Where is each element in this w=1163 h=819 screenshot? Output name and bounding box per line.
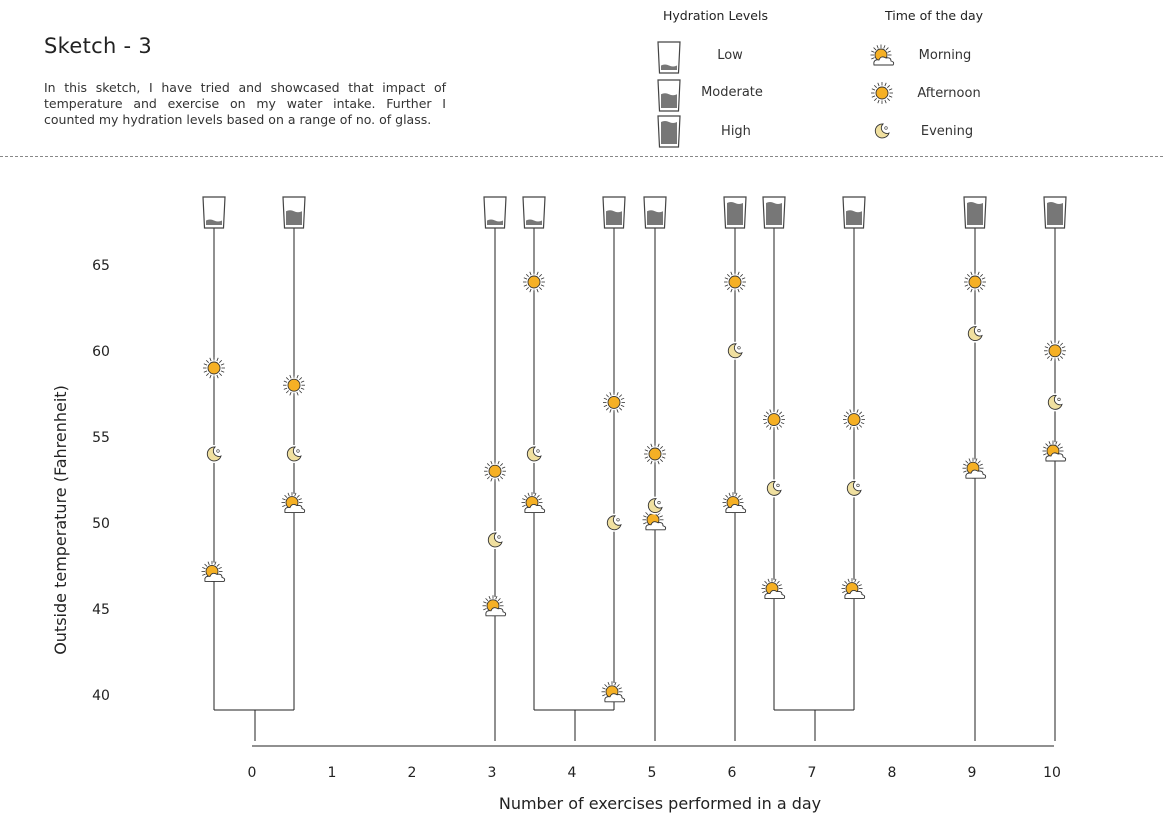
afternoon-marker [1044,339,1066,362]
hydration-glass-moderate [643,196,667,229]
page-title: Sketch - 3 [44,34,153,58]
morning-marker [642,509,667,531]
morning-marker [761,578,786,600]
evening-marker [205,445,223,463]
header-divider [0,156,1163,157]
y-tick-label: 40 [92,688,110,704]
afternoon-marker [603,391,625,414]
afternoon-marker [724,271,746,293]
evening-marker [525,445,543,463]
time-legend-heading: Time of the day [885,8,984,23]
hydration-glass-high [963,196,987,229]
afternoon-marker [484,460,506,483]
morning-marker [521,492,546,514]
description-text: In this sketch, I have tried and showcas… [44,80,446,127]
morning-marker [1042,440,1067,462]
chart-connectors [214,709,854,741]
chart-markers [201,271,1067,703]
evening-marker [285,445,303,463]
legend-glass-low [657,41,681,74]
hydration-glass-moderate [842,196,866,229]
legend-label-afternoon: Afternoon [917,86,981,101]
evening-marker [646,496,664,515]
morning-marker [601,681,626,703]
hydration-legend-heading: Hydration Levels [663,8,768,23]
x-tick-label: 0 [248,765,257,781]
legend-glass-high [657,115,681,148]
x-tick-label: 7 [808,765,817,781]
x-tick-label: 4 [568,765,577,781]
legend-afternoon-icon [871,82,893,104]
legend-label-low: Low [717,48,743,63]
legend-label-high: High [721,124,751,139]
evening-marker [1046,393,1064,412]
y-tick-label: 55 [92,430,110,446]
legend-label-morning: Morning [918,48,972,63]
legend-label-moderate: Moderate [701,85,763,100]
morning-marker [841,578,866,600]
x-tick-label: 8 [888,765,897,781]
legend-evening-icon [873,122,891,140]
x-tick-label: 3 [488,765,497,781]
evening-marker [765,479,783,498]
hydration-glass-low [202,196,226,229]
x-tick-label: 10 [1043,765,1061,781]
morning-marker [962,457,987,479]
afternoon-marker [523,271,545,293]
y-tick-label: 65 [92,258,110,274]
y-tick-label: 50 [92,516,110,532]
y-tick-label: 60 [92,344,110,360]
afternoon-marker [644,443,666,465]
evening-marker [966,324,984,343]
hydration-glass-high [723,196,747,229]
evening-marker [486,531,504,549]
legend-label-evening: Evening [920,124,974,139]
hydration-glass-moderate [282,196,306,229]
x-tick-label: 2 [408,765,417,781]
afternoon-marker [203,357,225,379]
y-axis-title: Outside temperature (Fahrenheit) [51,385,70,655]
chart-axes: Outside temperature (Fahrenheit) Number … [51,258,1061,813]
morning-marker [281,492,306,514]
hydration-glass-high [762,196,786,229]
x-axis-title: Number of exercises performed in a day [499,794,821,813]
evening-marker [605,513,623,532]
legend-morning-icon [870,44,895,66]
x-tick-label: 5 [648,765,657,781]
x-tick-label: 6 [728,765,737,781]
legend-icons [657,41,895,148]
hydration-glass-moderate [602,196,626,229]
y-tick-label: 45 [92,602,110,618]
chart-glasses [202,196,1067,229]
morning-marker [482,595,507,617]
evening-marker [845,479,863,498]
afternoon-marker [964,271,986,293]
x-tick-label: 9 [968,765,977,781]
hydration-glass-low [483,196,507,229]
evening-marker [726,341,744,360]
chart-stems [213,228,1056,741]
afternoon-marker [763,408,785,431]
morning-marker [201,560,226,582]
morning-marker [722,492,747,514]
hydration-glass-low [522,196,546,229]
afternoon-marker [283,374,305,397]
x-tick-label: 1 [328,765,337,781]
legend-glass-moderate [657,79,681,112]
afternoon-marker [843,408,865,431]
hydration-glass-high [1043,196,1067,229]
